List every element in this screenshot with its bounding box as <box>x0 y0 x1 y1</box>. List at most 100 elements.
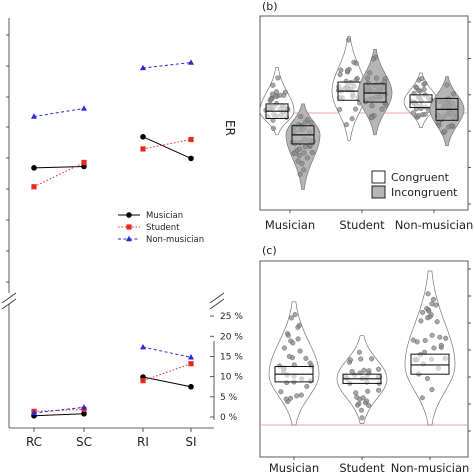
data-point <box>437 334 443 340</box>
data-point <box>356 349 362 355</box>
data-point <box>295 158 301 164</box>
data-point <box>422 111 428 117</box>
data-point <box>337 106 343 112</box>
x-tick-label: Non-musician <box>391 461 470 474</box>
data-point <box>81 410 87 417</box>
data-point <box>429 301 435 307</box>
data-point <box>433 302 439 308</box>
data-point <box>369 103 375 109</box>
data-point <box>269 91 275 97</box>
data-point <box>305 117 311 123</box>
data-point <box>301 167 307 173</box>
data-point <box>268 96 274 102</box>
data-point <box>297 146 303 152</box>
data-point <box>422 338 428 344</box>
data-point <box>410 110 416 116</box>
data-point <box>303 355 309 361</box>
data-point <box>304 155 310 161</box>
data-point <box>304 383 310 389</box>
legend-swatch <box>371 185 386 199</box>
data-point <box>434 319 440 325</box>
data-point <box>270 82 276 88</box>
data-point <box>355 402 361 408</box>
violin-group <box>404 270 456 426</box>
data-point <box>281 92 287 98</box>
data-point <box>343 122 349 128</box>
data-point <box>348 357 354 363</box>
violin-group <box>336 335 388 424</box>
legend-swatch <box>371 170 386 184</box>
x-tick-label: SC <box>76 435 92 449</box>
x-tick-label: Non-musician <box>395 218 474 232</box>
data-point <box>444 82 450 88</box>
axis-break-left <box>1 298 17 310</box>
data-point <box>353 60 359 66</box>
violin <box>404 270 456 426</box>
data-point <box>297 171 303 177</box>
violin-group <box>259 67 295 136</box>
legend-label: Non-musician <box>146 235 204 245</box>
data-point <box>188 354 194 360</box>
data-point <box>359 407 365 413</box>
data-point <box>274 89 280 95</box>
er-tick-label: 20 % <box>220 332 243 342</box>
violin-group <box>403 72 439 128</box>
data-point <box>419 76 425 82</box>
legend-label: Student <box>146 223 180 233</box>
data-point <box>371 56 377 62</box>
series-line <box>33 166 85 169</box>
data-point <box>443 335 449 341</box>
data-point <box>140 378 146 384</box>
er-tick-label: 25 % <box>220 312 243 322</box>
data-point <box>309 149 315 155</box>
data-point <box>31 409 37 416</box>
x-tick-label: Musician <box>269 461 319 474</box>
violin-group <box>357 48 393 136</box>
data-point <box>285 332 291 338</box>
series-line <box>33 413 85 417</box>
axis-break-right <box>209 298 225 310</box>
data-point <box>425 376 431 382</box>
series-line <box>142 139 192 150</box>
er-tick-label: 5 % <box>220 393 238 403</box>
legend: Musician Student Non-musician <box>118 211 204 245</box>
data-point <box>188 155 194 162</box>
series-line <box>142 62 192 69</box>
axis-break-right <box>209 292 225 304</box>
data-point <box>81 404 87 410</box>
data-point <box>297 348 303 354</box>
data-point <box>337 71 343 77</box>
data-point <box>281 345 287 351</box>
chart-a: RC SC RI SI 0 % 5 % 10 % 15 % 20 % 25 % ER Musician… <box>1 18 243 449</box>
data-point <box>365 75 371 81</box>
data-point <box>365 388 371 394</box>
violin-group <box>285 103 321 190</box>
legend-label: Congruent <box>391 171 450 184</box>
data-point <box>283 396 289 402</box>
legend: Congruent Incongruent <box>371 170 458 199</box>
data-point <box>431 345 437 351</box>
data-point <box>338 67 344 73</box>
data-point <box>349 369 355 375</box>
data-point <box>353 106 359 112</box>
x-tick-label: Student <box>339 218 385 232</box>
data-point <box>346 37 352 43</box>
data-point <box>81 163 87 170</box>
data-point <box>379 106 385 112</box>
axis-break-left <box>1 292 17 304</box>
er-tick-label: 0 % <box>220 413 238 423</box>
data-point <box>349 116 355 122</box>
series-student <box>31 136 194 414</box>
data-point <box>301 150 307 156</box>
panel-label: (b) <box>262 0 278 13</box>
series-line <box>33 408 85 412</box>
data-point <box>140 146 146 152</box>
er-tick-label: 15 % <box>220 352 243 362</box>
data-point <box>345 68 351 74</box>
data-point <box>429 387 435 393</box>
series-line <box>33 162 85 188</box>
er-tick-label: 10 % <box>220 373 243 383</box>
box <box>409 94 433 109</box>
data-point <box>442 128 448 134</box>
